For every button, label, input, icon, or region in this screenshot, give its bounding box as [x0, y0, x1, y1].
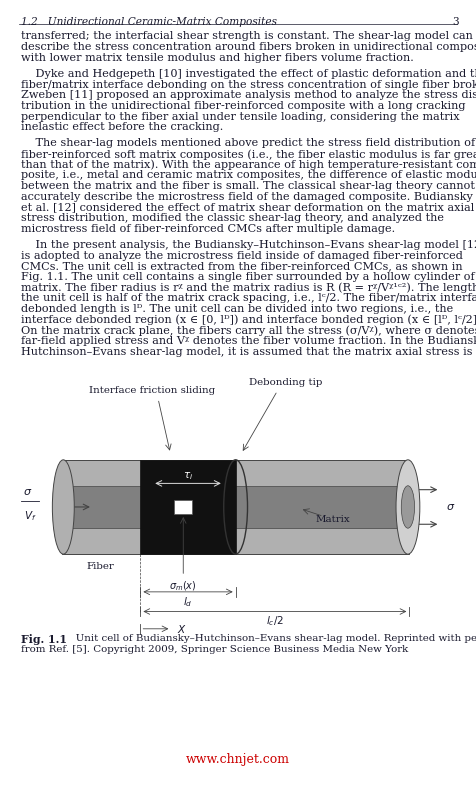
Text: The shear-lag models mentioned above predict the stress field distribution of: The shear-lag models mentioned above pre… — [21, 138, 476, 149]
Text: tribution in the unidirectional fiber-reinforced composite with a long cracking: tribution in the unidirectional fiber-re… — [21, 101, 466, 111]
Text: 1.2   Unidirectional Ceramic-Matrix Composites: 1.2 Unidirectional Ceramic-Matrix Compos… — [21, 17, 278, 28]
Text: interface debonded region (x ∈ [0, lᴰ]) and interface bonded region (x ∈ [lᴰ, lᶜ: interface debonded region (x ∈ [0, lᴰ]) … — [21, 314, 476, 325]
Text: is adopted to analyze the microstress field inside of damaged fiber-reinforced: is adopted to analyze the microstress fi… — [21, 251, 463, 261]
Text: from Ref. [5]. Copyright 2009, Springer Science Business Media New York: from Ref. [5]. Copyright 2009, Springer … — [21, 645, 409, 654]
Text: In the present analysis, the Budiansky–Hutchinson–Evans shear-lag model [12]: In the present analysis, the Budiansky–H… — [21, 240, 476, 250]
Text: Matrix: Matrix — [316, 515, 350, 523]
Text: perpendicular to the fiber axial under tensile loading, considering the matrix: perpendicular to the fiber axial under t… — [21, 112, 460, 122]
Text: Fiber: Fiber — [86, 562, 114, 571]
Text: Hutchinson–Evans shear-lag model, it is assumed that the matrix axial stress is: Hutchinson–Evans shear-lag model, it is … — [21, 347, 473, 357]
Text: $\sigma$: $\sigma$ — [446, 502, 456, 512]
Text: Zweben [11] proposed an approximate analysis method to analyze the stress dis-: Zweben [11] proposed an approximate anal… — [21, 90, 476, 101]
Text: $\sigma$: $\sigma$ — [23, 487, 32, 497]
Text: Fig. 1.1: Fig. 1.1 — [21, 634, 68, 645]
Text: far-field applied stress and Vᵡ denotes the fiber volume fraction. In the Budian: far-field applied stress and Vᵡ denotes … — [21, 336, 476, 346]
Text: $\tau_i$: $\tau_i$ — [183, 470, 193, 482]
Text: between the matrix and the fiber is small. The classical shear-lag theory cannot: between the matrix and the fiber is smal… — [21, 181, 476, 191]
Text: $\sigma_m(x)$: $\sigma_m(x)$ — [169, 579, 197, 593]
Text: Unit cell of Budiansky–Hutchinson–Evans shear-lag model. Reprinted with permissi: Unit cell of Budiansky–Hutchinson–Evans … — [66, 634, 476, 642]
Text: accurately describe the microstress field of the damaged composite. Budiansky: accurately describe the microstress fiel… — [21, 192, 473, 202]
Bar — [62, 486, 409, 528]
Text: On the matrix crack plane, the fibers carry all the stress (σ/Vᵡ), where σ denot: On the matrix crack plane, the fibers ca… — [21, 325, 476, 336]
Text: Debonding tip: Debonding tip — [249, 378, 322, 387]
Text: $V_f$: $V_f$ — [24, 509, 36, 523]
Ellipse shape — [52, 460, 74, 554]
Text: than that of the matrix). With the appearance of high temperature-resistant com-: than that of the matrix). With the appea… — [21, 160, 476, 171]
Text: describe the stress concentration around fibers broken in unidirectional composi: describe the stress concentration around… — [21, 42, 476, 52]
Bar — [140, 460, 236, 554]
Text: fiber/matrix interface debonding on the stress concentration of single fiber bro: fiber/matrix interface debonding on the … — [21, 79, 476, 90]
Text: 3: 3 — [453, 17, 459, 28]
Bar — [174, 500, 192, 514]
Ellipse shape — [396, 460, 420, 554]
Text: Fig. 1.1. The unit cell contains a single fiber surrounded by a hollow cylinder : Fig. 1.1. The unit cell contains a singl… — [21, 272, 475, 282]
Text: CMCs. The unit cell is extracted from the fiber-reinforced CMCs, as shown in: CMCs. The unit cell is extracted from th… — [21, 261, 463, 271]
Text: fiber-reinforced soft matrix composites (i.e., the fiber elastic modulus is far : fiber-reinforced soft matrix composites … — [21, 149, 476, 160]
Text: $X$: $X$ — [177, 623, 187, 635]
Bar — [62, 460, 409, 554]
Text: Dyke and Hedgepeth [10] investigated the effect of plastic deformation and the: Dyke and Hedgepeth [10] investigated the… — [21, 69, 476, 79]
Text: microstress field of fiber-reinforced CMCs after multiple damage.: microstress field of fiber-reinforced CM… — [21, 224, 396, 234]
Ellipse shape — [401, 486, 415, 528]
Text: transferred; the interfacial shear strength is constant. The shear-lag model can: transferred; the interfacial shear stren… — [21, 31, 476, 42]
Text: Interface friction sliding: Interface friction sliding — [89, 387, 215, 395]
Text: posite, i.e., metal and ceramic matrix composites, the difference of elastic mod: posite, i.e., metal and ceramic matrix c… — [21, 171, 476, 181]
Text: www.chnjet.com: www.chnjet.com — [186, 753, 290, 766]
Text: $l_c/2$: $l_c/2$ — [266, 615, 284, 629]
Text: debonded length is lᴰ. The unit cell can be divided into two regions, i.e., the: debonded length is lᴰ. The unit cell can… — [21, 304, 454, 314]
Text: $l_d$: $l_d$ — [183, 595, 193, 609]
Text: stress distribution, modified the classic shear-lag theory, and analyzed the: stress distribution, modified the classi… — [21, 213, 445, 223]
Text: et al. [12] considered the effect of matrix shear deformation on the matrix axia: et al. [12] considered the effect of mat… — [21, 203, 475, 212]
Text: inelastic effect before the cracking.: inelastic effect before the cracking. — [21, 123, 224, 132]
Text: with lower matrix tensile modulus and higher fibers volume fraction.: with lower matrix tensile modulus and hi… — [21, 53, 414, 63]
Text: the unit cell is half of the matrix crack spacing, i.e., lᶜ/2. The fiber/matrix : the unit cell is half of the matrix crac… — [21, 293, 476, 303]
Text: matrix. The fiber radius is rᵡ and the matrix radius is R (R = rᵡ/Vᵡ¹ᶜ²). The le: matrix. The fiber radius is rᵡ and the m… — [21, 283, 476, 293]
